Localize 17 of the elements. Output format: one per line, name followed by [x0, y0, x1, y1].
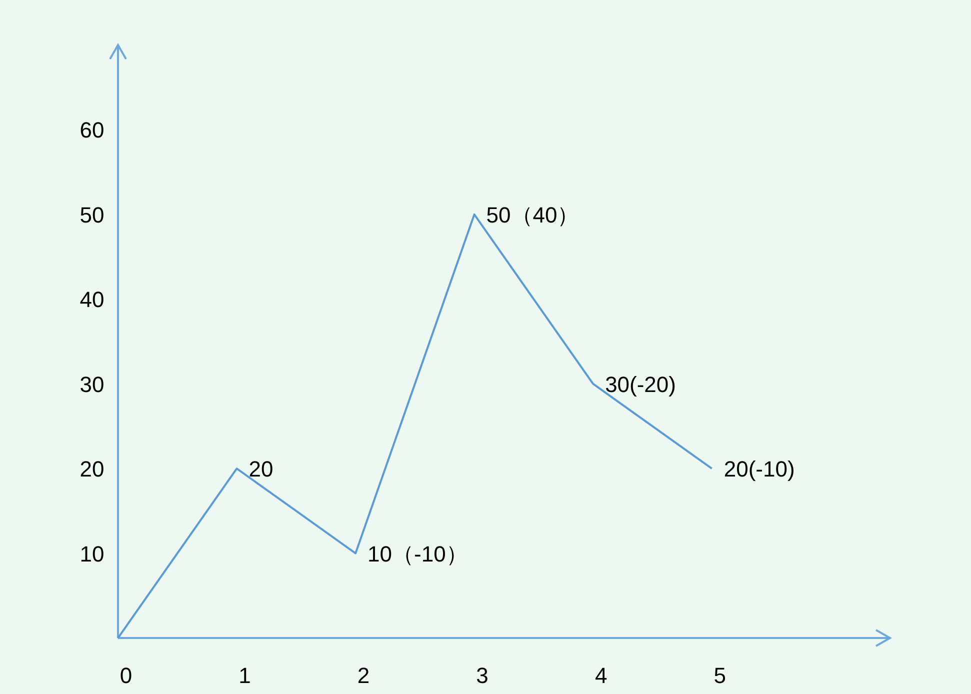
y-tick-label: 60	[80, 118, 104, 143]
y-tick-label: 40	[80, 287, 104, 312]
data-label: 20(-10)	[724, 456, 795, 482]
data-label: 50（40）	[486, 202, 580, 228]
y-tick-label: 20	[80, 456, 104, 482]
x-tick-label: 2	[357, 663, 370, 688]
data-label: 20	[248, 456, 274, 482]
y-tick-label: 10	[80, 541, 104, 566]
x-tick-label: 4	[594, 663, 608, 688]
data-label: 30(-20)	[605, 372, 676, 397]
x-tick-label: 5	[714, 663, 726, 688]
data-label: 10（-10）	[368, 541, 468, 566]
y-tick-label: 30	[80, 372, 104, 397]
x-tick-label: 3	[476, 663, 488, 688]
x-tick-label: 0	[120, 663, 132, 688]
x-tick-label: 1	[238, 663, 251, 688]
y-tick-label: 50	[80, 202, 104, 228]
